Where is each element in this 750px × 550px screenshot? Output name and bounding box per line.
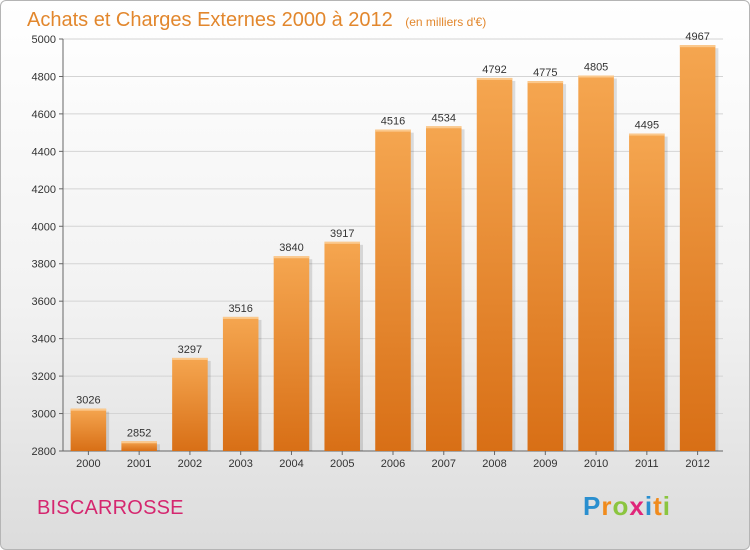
bar (324, 241, 360, 451)
bar-value-label: 4967 (685, 31, 709, 43)
x-tick-label: 2006 (381, 458, 405, 470)
bar-highlight (273, 256, 310, 259)
y-tick-label: 3600 (32, 296, 56, 308)
logo-letter: P (583, 491, 602, 521)
logo-letter: o (612, 491, 630, 521)
y-tick-label: 4400 (32, 146, 56, 158)
bar-highlight (476, 77, 513, 80)
bar (426, 126, 462, 451)
bar (172, 357, 208, 451)
x-tick-label: 2003 (228, 458, 252, 470)
label-layer: 2800 3000 3200 3400 3600 3800 4000 4200 4400 4600… (32, 31, 710, 470)
bar-value-label: 3917 (330, 228, 354, 240)
bar-value-label: 4792 (482, 64, 506, 76)
logo-letter: x (629, 491, 645, 521)
bar-value-label: 3840 (279, 242, 303, 254)
bar (527, 81, 564, 452)
bar-value-label: 4534 (432, 112, 456, 124)
x-tick-label: 2007 (432, 458, 456, 470)
bar-highlight (70, 408, 107, 411)
y-tick-label: 4000 (32, 221, 56, 233)
chart-title: Achats et Charges Externes 2000 à 2012 (27, 9, 393, 31)
bar-layer (70, 45, 719, 452)
bar-value-label: 3516 (228, 303, 252, 315)
y-tick-label: 4200 (32, 184, 56, 196)
bar-highlight (578, 75, 614, 78)
bar (476, 77, 513, 451)
bar (679, 45, 716, 452)
x-tick-label: 2010 (584, 458, 608, 470)
bar-highlight (679, 45, 716, 48)
x-tick-label: 2009 (533, 458, 557, 470)
x-tick-label: 2001 (127, 458, 151, 470)
bar (70, 408, 107, 451)
logo-letter: i (644, 491, 654, 521)
bar-value-label: 4516 (381, 116, 405, 128)
y-tick-label: 4800 (32, 71, 56, 83)
commune-name: BISCARROSSE (37, 497, 184, 519)
bar-highlight (121, 441, 157, 444)
bar-value-label: 4775 (533, 67, 557, 79)
bar-highlight (629, 133, 665, 136)
x-tick-label: 2008 (482, 458, 506, 470)
x-tick-label: 2011 (635, 458, 659, 470)
logo-letter: i (662, 491, 671, 521)
bar-value-label: 3026 (76, 395, 100, 407)
x-tick-label: 2002 (178, 458, 202, 470)
y-tick-label: 3200 (32, 371, 56, 383)
bar-value-label: 4805 (584, 62, 608, 74)
title-row: Achats et Charges Externes 2000 à 2012 (… (27, 9, 486, 32)
bar-highlight (324, 241, 360, 244)
bar-highlight (375, 129, 411, 132)
x-tick-label: 2004 (279, 458, 303, 470)
bar-highlight (172, 357, 208, 360)
bar-value-label: 4495 (635, 120, 659, 132)
x-tick-label: 2012 (685, 458, 709, 470)
y-tick-label: 4600 (32, 109, 56, 121)
logo-letter: r (601, 491, 613, 521)
bar-value-label: 2852 (127, 427, 151, 439)
bar (629, 133, 665, 451)
bar (222, 316, 259, 451)
bar-highlight (222, 316, 259, 319)
bar (121, 441, 157, 451)
proxiti-logo[interactable]: Proxiti (583, 491, 671, 522)
y-tick-label: 3800 (32, 259, 56, 271)
y-tick-label: 2800 (32, 446, 56, 458)
x-tick-label: 2005 (330, 458, 354, 470)
logo-letter: t (653, 491, 663, 521)
y-tick-label: 3400 (32, 334, 56, 346)
y-tick-label: 5000 (32, 34, 56, 46)
bar (375, 129, 411, 451)
x-tick-label: 2000 (76, 458, 100, 470)
bar-value-label: 3297 (178, 344, 202, 356)
bar-highlight (527, 81, 564, 84)
chart-unit: (en milliers d'€) (405, 15, 487, 29)
bar (273, 256, 310, 451)
bar (578, 75, 614, 451)
bar-highlight (426, 126, 462, 129)
y-tick-label: 3000 (32, 409, 56, 421)
